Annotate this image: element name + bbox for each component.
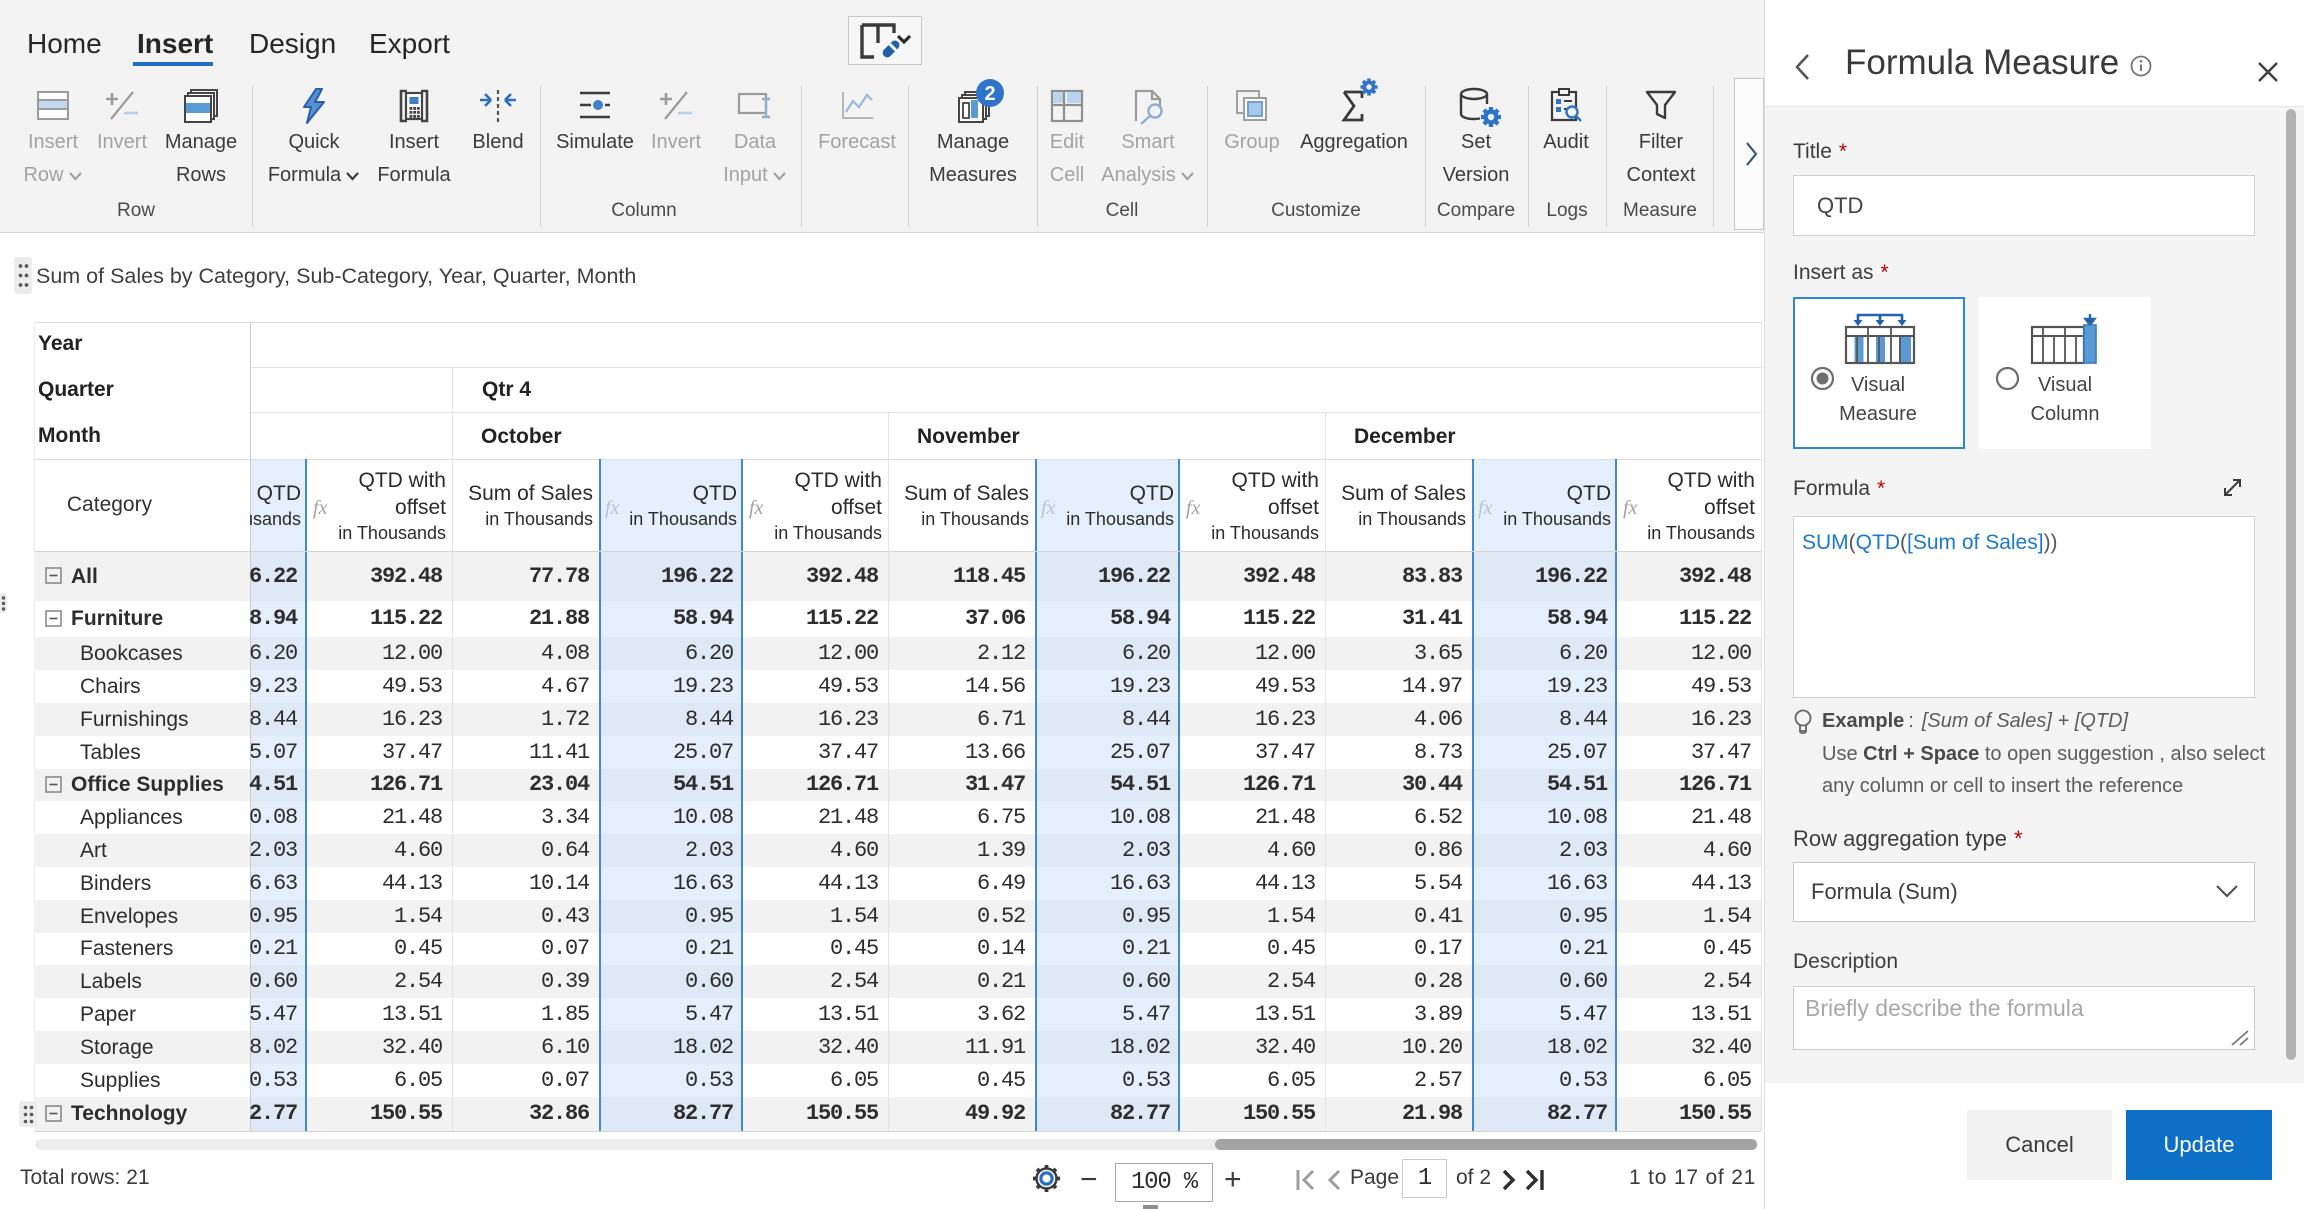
svg-text:2: 2	[984, 83, 995, 105]
